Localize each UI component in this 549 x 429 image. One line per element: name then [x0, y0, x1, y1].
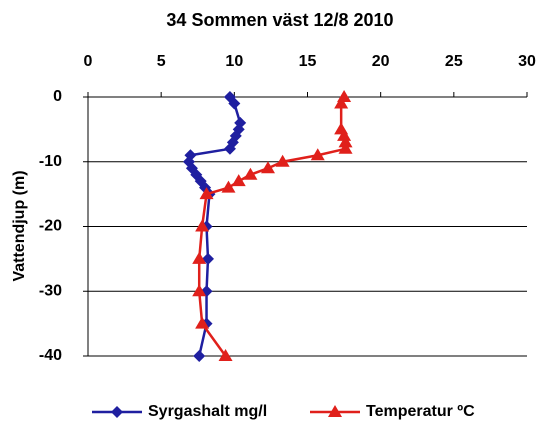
data-point — [310, 148, 325, 161]
data-point — [195, 219, 210, 232]
y-tick-label: -10 — [39, 153, 62, 170]
data-point — [192, 284, 207, 297]
x-tick-label: 5 — [157, 53, 166, 70]
x-tick-label: 20 — [372, 53, 390, 70]
data-point — [199, 187, 214, 200]
y-axis-label: Vattendjup (m) — [11, 170, 28, 281]
data-point — [243, 167, 258, 180]
data-point — [338, 141, 353, 154]
data-point — [193, 350, 206, 362]
data-point — [218, 349, 233, 361]
legend-label: Temperatur ºC — [366, 403, 475, 420]
data-point — [275, 154, 290, 167]
y-tick-label: 0 — [53, 88, 62, 105]
x-tick-label: 10 — [225, 53, 243, 70]
data-point — [228, 97, 241, 110]
y-tick-label: -40 — [39, 347, 62, 364]
data-point — [223, 142, 236, 155]
y-tick-label: -30 — [39, 282, 62, 299]
legend-label: Syrgashalt mg/l — [148, 403, 267, 420]
data-point — [260, 161, 275, 174]
data-point — [192, 251, 207, 264]
legend-marker — [111, 406, 123, 418]
x-tick-label: 30 — [518, 53, 536, 70]
data-point — [221, 180, 236, 193]
x-tick-label: 0 — [84, 53, 93, 70]
chart-title: 34 Sommen väst 12/8 2010 — [166, 10, 393, 30]
x-tick-label: 15 — [299, 53, 317, 70]
data-point — [334, 96, 349, 109]
y-tick-label: -20 — [39, 218, 62, 235]
data-point — [337, 128, 352, 141]
data-point — [231, 174, 246, 187]
data-point — [195, 316, 210, 329]
legend-marker — [328, 405, 342, 417]
x-tick-label: 25 — [445, 53, 463, 70]
data-point — [338, 135, 353, 148]
